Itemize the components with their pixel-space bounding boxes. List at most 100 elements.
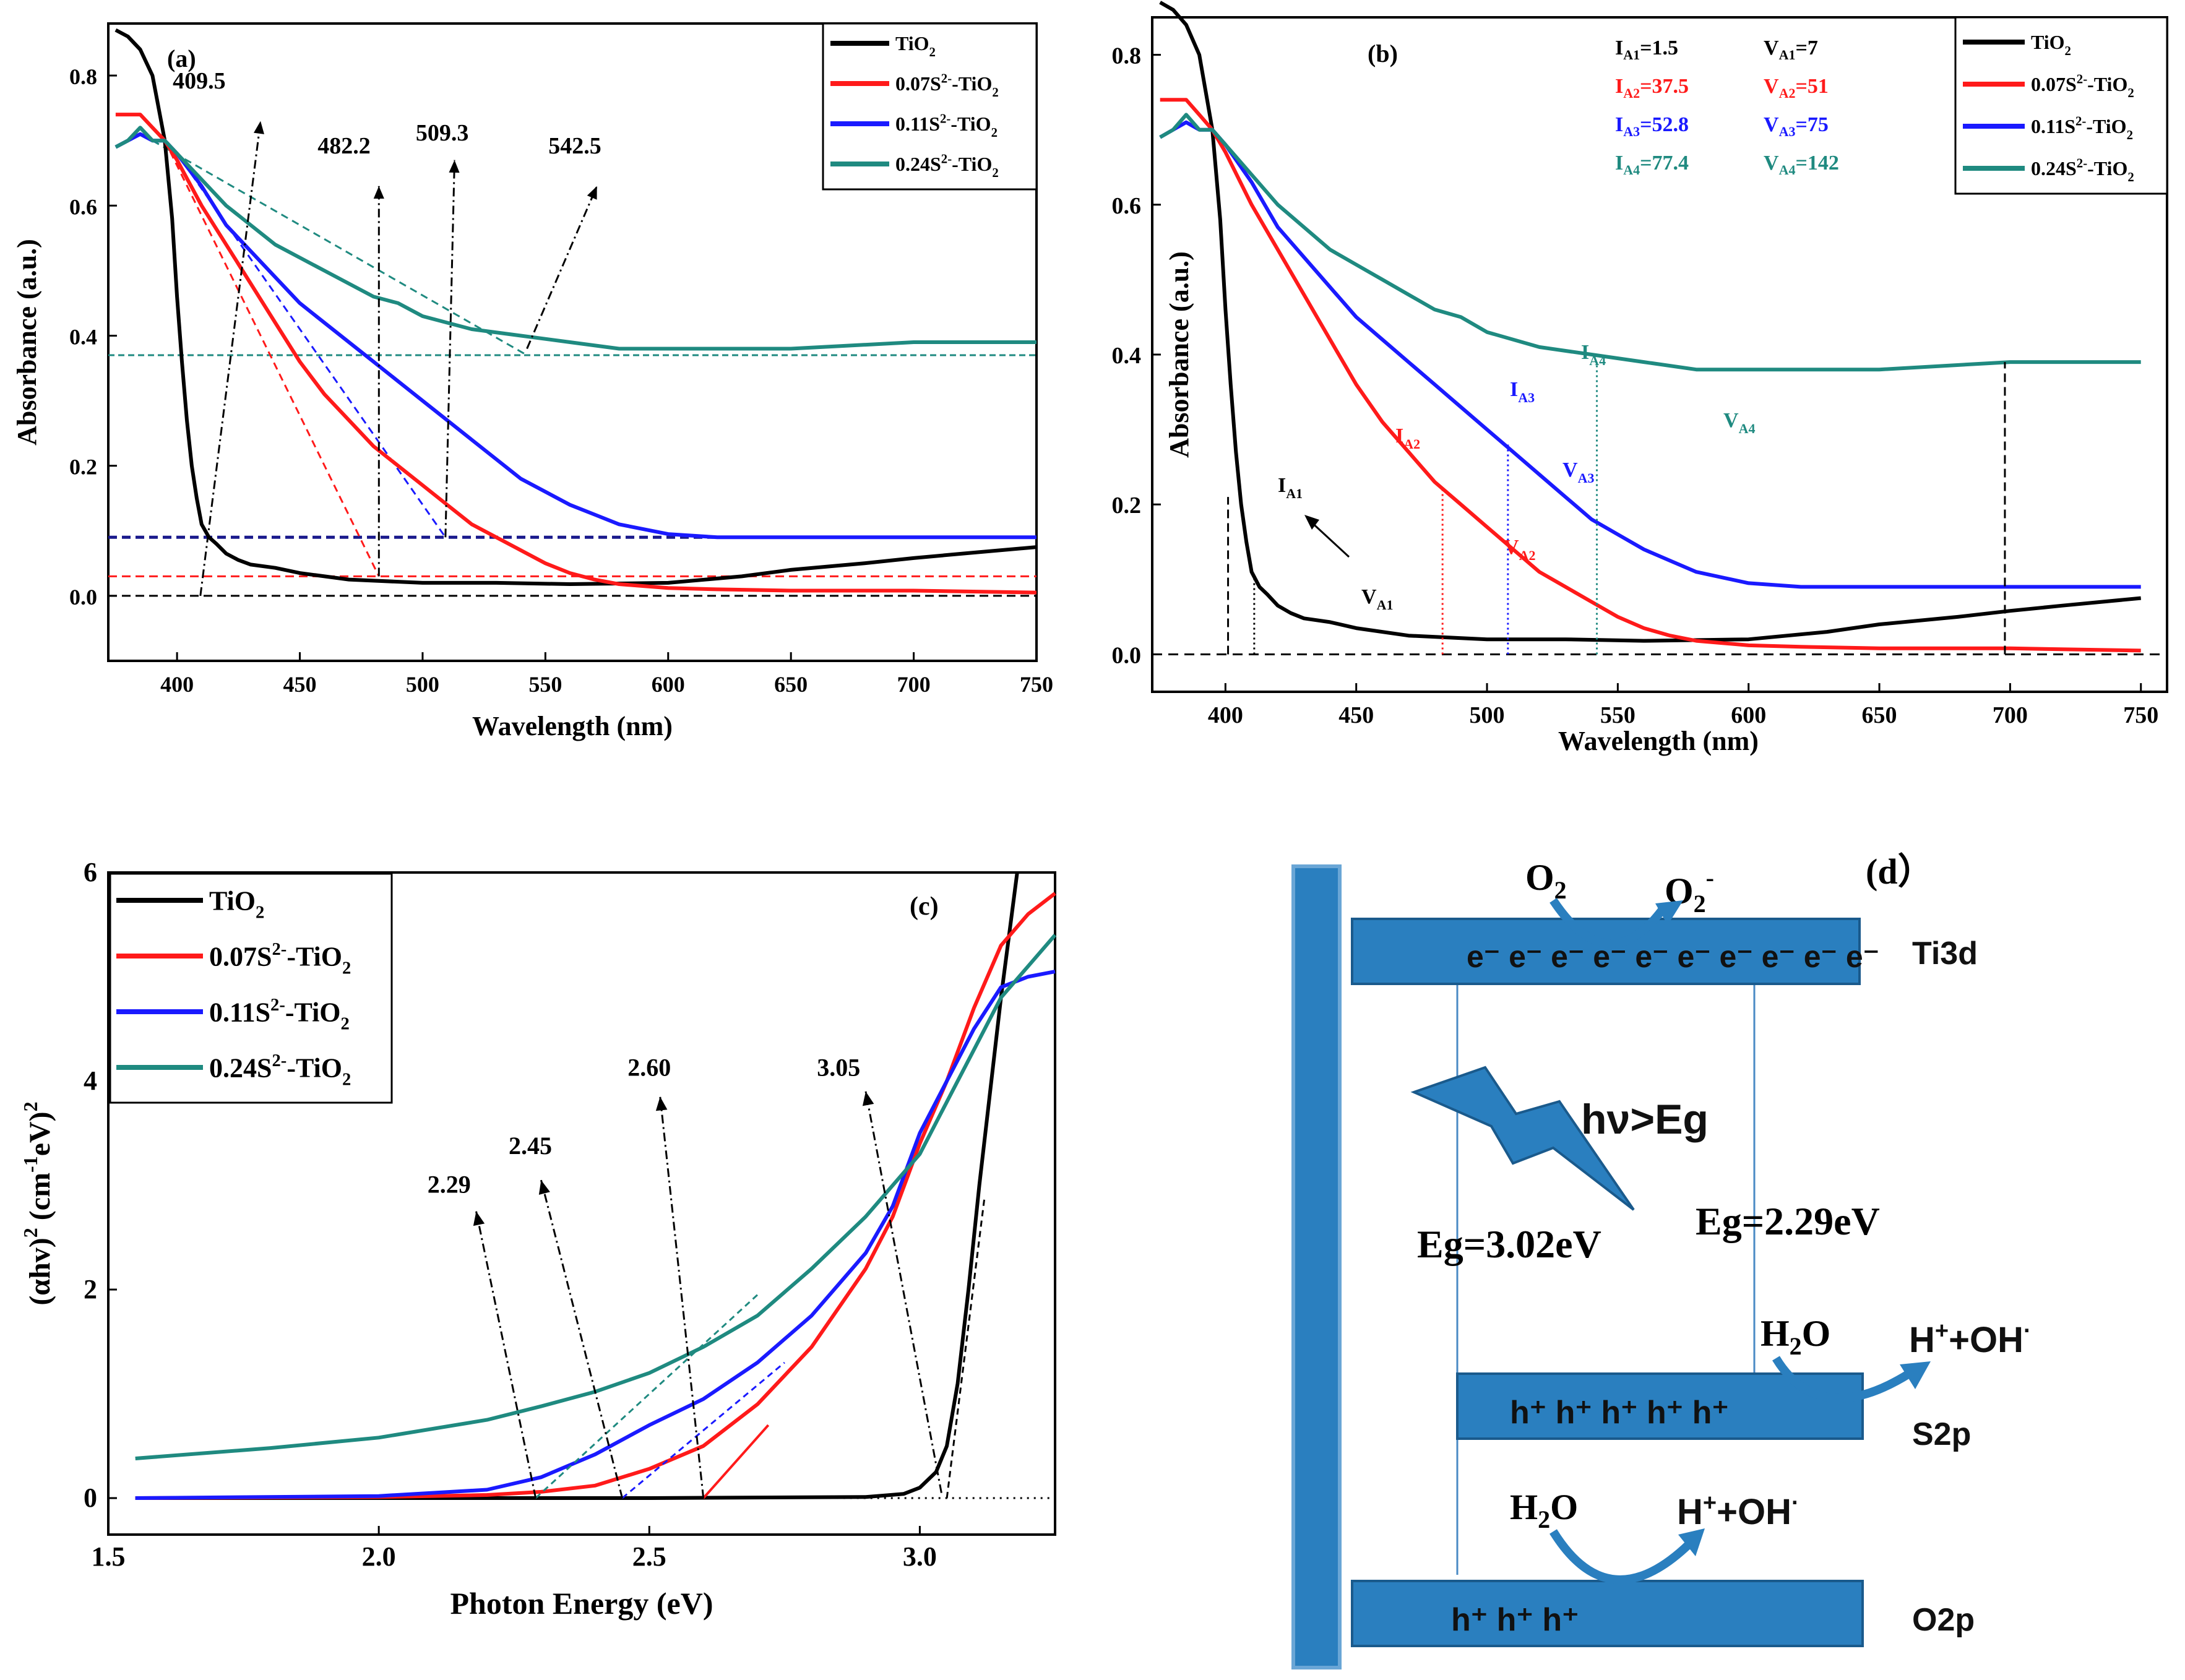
- c-series-2: [135, 970, 1056, 1500]
- b-ytick-label: 0.2: [1112, 493, 1142, 519]
- a-xtick-label: 450: [283, 672, 317, 697]
- a-series-0: [114, 28, 1037, 586]
- level-o2p-band: [1351, 1580, 1864, 1647]
- panel-a-label: (a): [167, 45, 196, 72]
- b-legend-label-1: 0.07S2--TiO2: [2031, 72, 2134, 100]
- b-legend-label-0: TiO2: [2031, 31, 2071, 58]
- s2p-products: H++OH·: [1909, 1318, 2032, 1360]
- panel-c-xlabel: Photon Energy (eV): [450, 1586, 713, 1621]
- a-xtick-label: 400: [160, 672, 194, 697]
- c-arrow-head-3: [862, 1091, 874, 1106]
- b-region-label-2: IA2: [1395, 424, 1420, 452]
- s2p-carriers: h⁺ h⁺ h⁺ h⁺ h⁺: [1510, 1395, 1729, 1431]
- a-tangent-2: [152, 139, 528, 356]
- b-stat-v-1: VA2=51: [1764, 75, 1829, 101]
- b-series-1: [1160, 98, 2141, 653]
- panel-b-ylabel: Absorbance (a.u.): [1164, 251, 1194, 458]
- b-region-label-4: IA3: [1510, 378, 1535, 405]
- h2o-label-s2p: H2O: [1760, 1313, 1830, 1360]
- a-xtick-label: 550: [528, 672, 562, 697]
- c-legend-label-0: TiO2: [209, 885, 264, 922]
- c-arrow-head-1: [538, 1180, 550, 1195]
- a-arrow-line-3: [526, 186, 598, 350]
- c-xtick-label: 2.5: [632, 1541, 666, 1572]
- a-xtick-label: 500: [406, 672, 439, 697]
- b-series-3: [1159, 113, 2141, 372]
- b-stat-v-2: VA3=75: [1764, 113, 1829, 139]
- b-stat-v-3: VA4=142: [1764, 152, 1839, 178]
- level-o2p-label: O2p: [1912, 1602, 1975, 1638]
- a-annotation-3: 542.5: [548, 133, 601, 159]
- c-legend-label-2: 0.11S2--TiO2: [209, 996, 350, 1034]
- a-arrow-head-0: [253, 121, 264, 134]
- level-ti3d-label: Ti3d: [1912, 936, 1978, 971]
- panel-a: 409.5 482.2 509.3 542.5 400 450 500 550 600 650 7…: [12, 22, 1053, 741]
- panel-c: 2.29 2.45 2.60 3.05 1.5 2.0 2.5 3.0 0 2 4 6 (c) Ph…: [19, 857, 1057, 1621]
- a-ytick-label: 0.4: [69, 324, 97, 349]
- o2-label: O2: [1525, 857, 1567, 904]
- h2o-label-o2p: H2O: [1510, 1487, 1578, 1533]
- a-arrow-head-3: [587, 186, 597, 200]
- o2p-carriers: h⁺ h⁺ h⁺: [1451, 1602, 1579, 1638]
- c-annotation-3: 3.05: [817, 1054, 860, 1082]
- c-legend-label-3: 0.24S2--TiO2: [209, 1051, 351, 1090]
- a-legend-label-0: TiO2: [895, 32, 936, 59]
- b-ytick-label: 0.0: [1112, 642, 1142, 668]
- a-legend-label-1: 0.07S2--TiO2: [895, 71, 999, 99]
- stats-table: IA1=1.5 VA1=7 IA2=37.5 VA2=51 IA3=52.8 VA3=75…: [1615, 37, 1839, 178]
- photon-condition: hν>Eg: [1581, 1096, 1709, 1143]
- panel-a-xlabel: Wavelength (nm): [472, 711, 673, 741]
- c-xtick-label: 2.0: [362, 1541, 396, 1572]
- c-annotation-1: 2.45: [509, 1132, 552, 1160]
- a-arrow-head-2: [449, 160, 460, 173]
- level-s2p-label: S2p: [1912, 1416, 1971, 1452]
- c-arrow-line-0: [475, 1211, 537, 1499]
- a-series-3: [114, 126, 1036, 351]
- o2p-oxidation-arrow: [1549, 1529, 1692, 1584]
- panel-b-label: (b): [1368, 40, 1398, 67]
- legend-a: TiO2 0.07S2--TiO2 0.11S2--TiO2 0.24S2--TiO2: [822, 22, 1038, 191]
- a-xtick-label: 700: [897, 672, 931, 697]
- a-ytick-label: 0.0: [69, 585, 97, 610]
- a-annotation-1: 482.2: [317, 133, 371, 159]
- b-xtick-label: 400: [1208, 702, 1243, 728]
- b-legend-label-2: 0.11S2--TiO2: [2031, 114, 2133, 142]
- b-region-label-5: VA3: [1562, 459, 1594, 486]
- o2-reduction-arrow: [1549, 898, 1668, 949]
- b-ia1-arrow: [1308, 519, 1350, 558]
- level-s2p-band: [1456, 1372, 1864, 1440]
- a-ytick-label: 0.6: [69, 194, 97, 219]
- c-ytick-label: 2: [84, 1274, 97, 1304]
- c-ytick-label: 0: [84, 1483, 97, 1513]
- c-xtick-label: 1.5: [92, 1541, 126, 1572]
- a-series-2: [114, 132, 1036, 540]
- b-xtick-label: 550: [1600, 702, 1636, 728]
- b-region-label-3: VA2: [1504, 536, 1535, 563]
- o2p-oxidation-arrowhead: [1678, 1528, 1705, 1556]
- a-ytick-label: 0.2: [69, 455, 97, 480]
- a-arrow-line-0: [199, 121, 262, 597]
- b-region-label-0: IA1: [1278, 474, 1303, 501]
- c-tangent-0: [535, 1294, 759, 1499]
- legend-b-box: [1954, 16, 2168, 195]
- eg-right-label: Eg=2.29eV: [1696, 1199, 1880, 1243]
- panel-c-label: (c): [910, 892, 939, 921]
- panel-d-band-diagram: e⁻ e⁻ e⁻ e⁻ e⁻ e⁻ e⁻ e⁻ e⁻ e⁻ Ti3d h⁺ h⁺…: [1291, 851, 2032, 1669]
- s2p-oxidation-arrowhead: [1900, 1361, 1931, 1389]
- b-stat-i-2: IA3=52.8: [1615, 113, 1689, 139]
- c-ytick-label: 4: [84, 1066, 97, 1096]
- ti3d-carriers: e⁻ e⁻ e⁻ e⁻ e⁻ e⁻ e⁻ e⁻ e⁻ e⁻: [1467, 939, 1879, 974]
- o2-radical-label: O2-: [1665, 864, 1714, 918]
- b-ytick-label: 0.8: [1112, 43, 1142, 69]
- c-ytick-label: 6: [84, 857, 97, 887]
- b-xtick-label: 750: [2123, 702, 2158, 728]
- a-legend-label-2: 0.11S2--TiO2: [895, 111, 998, 139]
- c-arrow-line-3: [864, 1091, 942, 1493]
- a-legend-label-3: 0.24S2--TiO2: [895, 152, 999, 179]
- o2-reduction-arrowhead: [1655, 900, 1683, 925]
- s2p-oxidation-arrow: [1772, 1356, 1911, 1403]
- c-arrow-head-0: [473, 1211, 485, 1226]
- b-series-0: [1159, 1, 2141, 643]
- panel-a-ylabel: Absorbance (a.u.): [12, 239, 42, 446]
